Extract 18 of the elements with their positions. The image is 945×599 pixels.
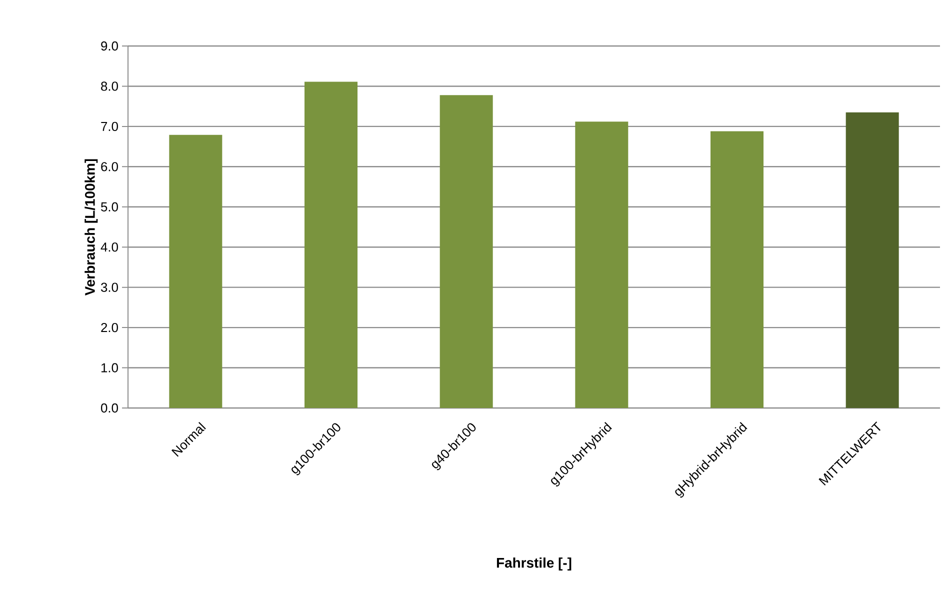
bar: [169, 134, 222, 408]
y-tick-label: 6.0: [101, 162, 118, 172]
y-tick-label: 9.0: [101, 41, 118, 51]
y-tick-label: 5.0: [101, 202, 118, 212]
bar: [304, 82, 358, 408]
bar: [575, 122, 628, 408]
x-axis-title: Fahrstile [-]: [496, 558, 572, 571]
bar: [710, 131, 764, 408]
y-tick-label: 8.0: [101, 82, 118, 91]
y-tick-label: 4.0: [100, 242, 118, 252]
y-tick-label: 2.0: [101, 322, 118, 332]
y-tick-label: 0.0: [100, 403, 118, 413]
bar: [846, 112, 899, 408]
bar: [440, 95, 493, 408]
y-tick-label: 1.0: [101, 363, 118, 372]
y-tick-label: 7.0: [101, 122, 118, 132]
y-axis-title: Verbrauch [L/100km]: [84, 159, 98, 296]
y-tick-label: 3.0: [100, 282, 118, 292]
